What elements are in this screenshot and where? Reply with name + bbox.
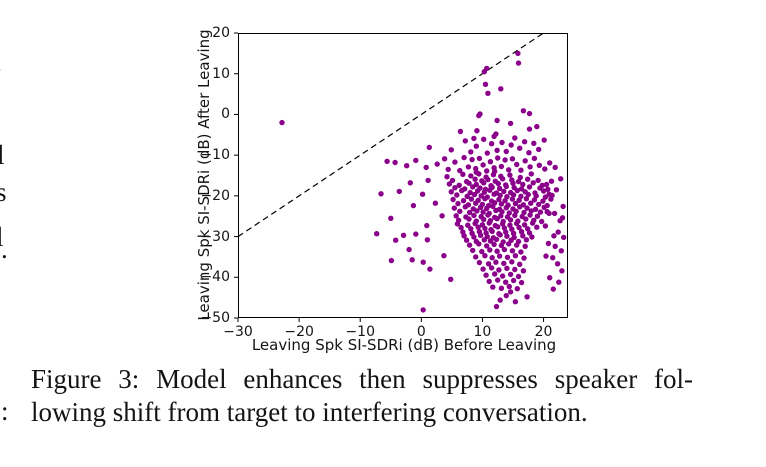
- y-tick-label: −20: [200, 187, 230, 204]
- y-tick-label: 10: [212, 65, 230, 82]
- caption-line-1: Figure 3: Model enhances then suppresses…: [31, 364, 693, 394]
- axes-frame: [238, 33, 568, 318]
- caption-line-2: lowing shift from target to interfering …: [31, 397, 588, 427]
- x-tick-label: 20: [534, 324, 553, 340]
- y-tick-label: −40: [200, 269, 230, 286]
- clipped-text-fragment: s: [0, 177, 7, 207]
- y-tick-label: −30: [200, 228, 230, 245]
- clipped-text-fragment: l: [0, 224, 4, 251]
- x-axis-label: Leaving Spk SI-SDRi (dB) Before Leaving: [251, 336, 557, 354]
- y-tick-label: −10: [200, 147, 230, 164]
- scatter-points: [279, 50, 567, 313]
- y-tick-label: −50: [200, 310, 230, 326]
- identity-line: [237, 32, 544, 238]
- clipped-text-fragment: t: [0, 49, 1, 76]
- clipped-text-fragment: .: [1, 234, 8, 264]
- plot-canvas: [234, 32, 568, 322]
- figure-caption: Figure 3: Model enhances then suppresses…: [31, 363, 693, 429]
- y-tick-label: 0: [221, 106, 230, 123]
- clipped-text-fragment: l: [0, 140, 5, 170]
- x-tick-label: 10: [473, 324, 492, 340]
- x-tick-label: −20: [284, 324, 314, 340]
- x-tick-label: −10: [345, 324, 375, 340]
- x-tick-label: −30: [223, 324, 253, 340]
- y-tick-label: 20: [212, 25, 230, 41]
- x-tick-label: 0: [416, 324, 426, 340]
- clipped-text-fragment: :: [1, 396, 9, 426]
